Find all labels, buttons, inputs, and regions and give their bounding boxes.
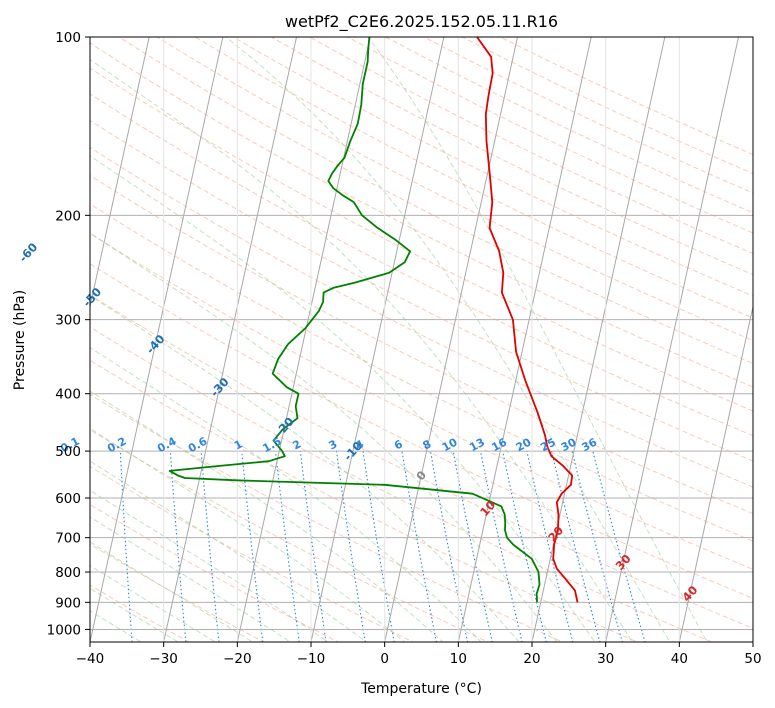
isotherm-line [531, 37, 666, 642]
mixing-ratio-label: 20 [514, 435, 534, 454]
profile-line-1 [476, 37, 579, 603]
y-tick-label: 400 [55, 387, 81, 403]
dry-adiabat-line [90, 466, 415, 642]
y-tick-label: 100 [55, 30, 81, 46]
moist-adiabat-line [90, 427, 406, 642]
dry-adiabat-line [90, 294, 753, 629]
y-tick-label: 1000 [47, 622, 81, 638]
sounding-profiles [168, 37, 579, 603]
y-tick-label: 300 [55, 313, 81, 329]
y-tick-label: 500 [55, 444, 81, 460]
y-tick-label: 900 [55, 595, 81, 611]
mixing-ratio-label: 30 [559, 435, 579, 454]
y-tick-label: 700 [55, 531, 81, 547]
mixing-ratio-label: 36 [580, 435, 600, 454]
dry-adiabat-line [90, 429, 489, 642]
isotherm-line [236, 37, 371, 642]
y-tick-label: 200 [55, 208, 81, 224]
mixing-ratio-label: 25 [538, 436, 558, 455]
moist-adiabat-line [90, 295, 520, 642]
x-tick-label: 50 [744, 651, 761, 667]
x-axis-label: Temperature (°C) [360, 681, 482, 697]
plot-frame [89, 36, 754, 643]
dry-adiabat-line [90, 42, 753, 388]
isotherm-line [678, 304, 753, 642]
isotherm-line [163, 37, 298, 642]
x-tick-label: 40 [671, 651, 688, 667]
dry-adiabat-line [90, 174, 753, 515]
x-tick-label: −20 [223, 651, 252, 667]
profile-line-2 [168, 37, 541, 603]
grid-lines [90, 37, 753, 642]
y-axis: 100 200 300 400 500 600 700 800 900 1000 [47, 30, 90, 638]
x-tick-label: 0 [380, 651, 389, 667]
chart-title: wetPf2_C2E6.2025.152.05.11.R16 [285, 12, 558, 32]
moist-adiabat-line [90, 58, 633, 642]
dry-adiabat-line [90, 67, 753, 412]
x-tick-label: −40 [76, 651, 105, 667]
moist-adiabat-line [90, 232, 558, 642]
dry-adiabat-line [90, 93, 753, 437]
isotherm-line [384, 37, 519, 642]
x-tick-label: 30 [597, 651, 614, 667]
moist-adiabat-line [90, 587, 180, 642]
moist-adiabat-line [90, 155, 596, 642]
dry-adiabat-line [90, 203, 753, 542]
y-axis-label: Pressure (hPa) [12, 290, 28, 390]
moist-adiabat-line [90, 564, 217, 642]
isotherm-line [605, 37, 740, 642]
dry-adiabat-line [232, 37, 753, 297]
dry-adiabat-line [90, 543, 265, 642]
moist-adiabat-line [367, 37, 708, 642]
mixing-ratio-label: 16 [489, 435, 509, 454]
dry-adiabat-line [117, 37, 753, 365]
isotherm-line [90, 37, 150, 309]
dry-adiabat-line [194, 37, 753, 319]
y-tick-label: 600 [55, 491, 81, 507]
plot-area [90, 37, 753, 642]
moist-adiabat-line [90, 541, 254, 642]
isotherm-line [310, 37, 445, 642]
moist-adiabat-line [90, 489, 330, 642]
y-tick-label: 800 [55, 565, 81, 581]
isotherm-line [457, 37, 592, 642]
x-tick-label: 20 [523, 651, 540, 667]
mixing-ratio-label: 10 [440, 435, 460, 454]
x-tick-label: −10 [297, 651, 326, 667]
isotherm-line [90, 37, 224, 642]
moist-adiabat-line [90, 346, 482, 642]
moist-adiabat-line [90, 610, 143, 642]
mixing-ratio-label: 13 [467, 436, 487, 455]
moist-adiabat-line [225, 37, 671, 642]
dry-adiabat-line [90, 359, 639, 642]
x-axis: −40 −30 −20 −10 0 10 20 30 40 50 [76, 642, 762, 667]
dry-adiabat-line [155, 37, 753, 342]
x-tick-label: −30 [149, 651, 178, 667]
x-tick-label: 10 [450, 651, 467, 667]
dry-adiabat-line [90, 146, 753, 488]
dry-adiabat-line [90, 119, 753, 462]
dry-adiabat-line [90, 232, 753, 570]
moist-adiabat-line [90, 460, 368, 642]
dry-adiabat-line [90, 263, 753, 599]
